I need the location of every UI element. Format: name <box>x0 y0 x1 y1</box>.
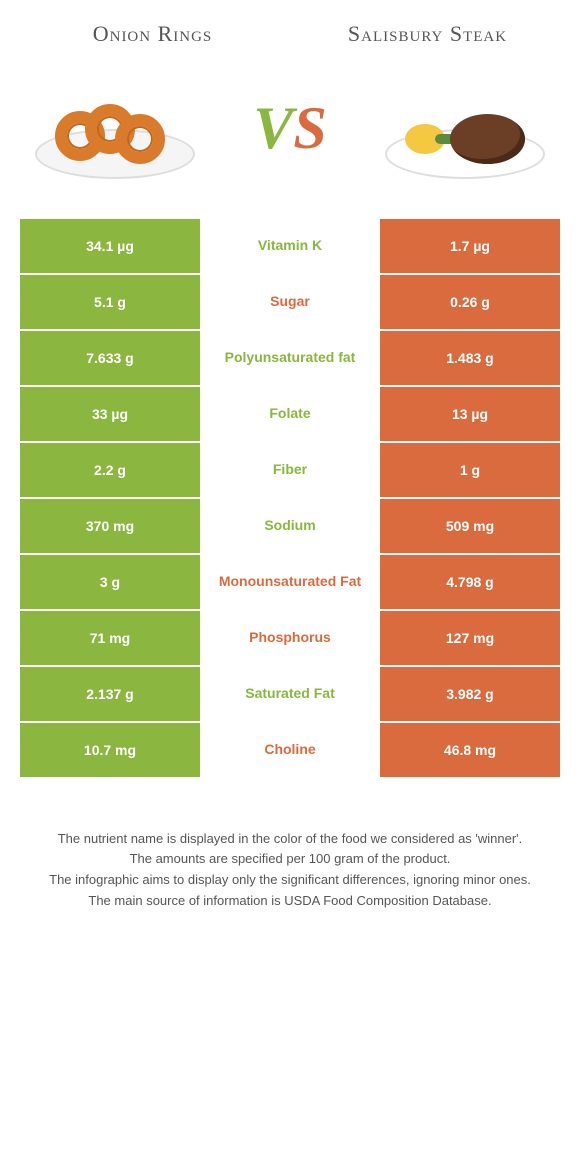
cell-right-value: 1 g <box>380 443 560 497</box>
cell-left-value: 2.2 g <box>20 443 200 497</box>
cell-left-value: 34.1 µg <box>20 219 200 273</box>
vs-v: V <box>253 95 293 161</box>
cell-left-value: 5.1 g <box>20 275 200 329</box>
table-row: 370 mgSodium509 mg <box>20 499 560 555</box>
cell-right-value: 13 µg <box>380 387 560 441</box>
food-image-left <box>30 69 200 189</box>
vs-label: VS <box>253 94 326 163</box>
cell-left-value: 3 g <box>20 555 200 609</box>
cell-left-value: 370 mg <box>20 499 200 553</box>
cell-nutrient: Choline <box>200 723 380 777</box>
cell-right-value: 46.8 mg <box>380 723 560 777</box>
cell-nutrient: Sodium <box>200 499 380 553</box>
cell-nutrient: Vitamin K <box>200 219 380 273</box>
cell-nutrient: Sugar <box>200 275 380 329</box>
cell-right-value: 127 mg <box>380 611 560 665</box>
table-row: 34.1 µgVitamin K1.7 µg <box>20 219 560 275</box>
nutrient-table: 34.1 µgVitamin K1.7 µg5.1 gSugar0.26 g7.… <box>20 219 560 779</box>
food-image-right <box>380 69 550 189</box>
vs-s: S <box>293 95 326 161</box>
footnote-line: The infographic aims to display only the… <box>30 870 550 891</box>
header: Onion Rings Salisbury Steak <box>0 0 580 59</box>
food-title-right: Salisbury Steak <box>315 20 540 49</box>
cell-right-value: 1.483 g <box>380 331 560 385</box>
table-row: 33 µgFolate13 µg <box>20 387 560 443</box>
cell-nutrient: Phosphorus <box>200 611 380 665</box>
cell-left-value: 7.633 g <box>20 331 200 385</box>
footnote-line: The nutrient name is displayed in the co… <box>30 829 550 850</box>
cell-nutrient: Saturated Fat <box>200 667 380 721</box>
footnotes: The nutrient name is displayed in the co… <box>0 809 580 952</box>
cell-nutrient: Monounsaturated Fat <box>200 555 380 609</box>
cell-right-value: 0.26 g <box>380 275 560 329</box>
table-row: 2.2 gFiber1 g <box>20 443 560 499</box>
hero: VS <box>0 59 580 219</box>
table-row: 7.633 gPolyunsaturated fat1.483 g <box>20 331 560 387</box>
table-row: 10.7 mgCholine46.8 mg <box>20 723 560 779</box>
cell-left-value: 33 µg <box>20 387 200 441</box>
table-row: 3 gMonounsaturated Fat4.798 g <box>20 555 560 611</box>
cell-right-value: 1.7 µg <box>380 219 560 273</box>
cell-left-value: 71 mg <box>20 611 200 665</box>
table-row: 5.1 gSugar0.26 g <box>20 275 560 331</box>
cell-nutrient: Folate <box>200 387 380 441</box>
cell-right-value: 509 mg <box>380 499 560 553</box>
cell-nutrient: Polyunsaturated fat <box>200 331 380 385</box>
footnote-line: The amounts are specified per 100 gram o… <box>30 849 550 870</box>
cell-left-value: 2.137 g <box>20 667 200 721</box>
table-row: 2.137 gSaturated Fat3.982 g <box>20 667 560 723</box>
cell-right-value: 3.982 g <box>380 667 560 721</box>
food-title-left: Onion Rings <box>40 20 265 49</box>
cell-right-value: 4.798 g <box>380 555 560 609</box>
table-row: 71 mgPhosphorus127 mg <box>20 611 560 667</box>
footnote-line: The main source of information is USDA F… <box>30 891 550 912</box>
cell-left-value: 10.7 mg <box>20 723 200 777</box>
cell-nutrient: Fiber <box>200 443 380 497</box>
